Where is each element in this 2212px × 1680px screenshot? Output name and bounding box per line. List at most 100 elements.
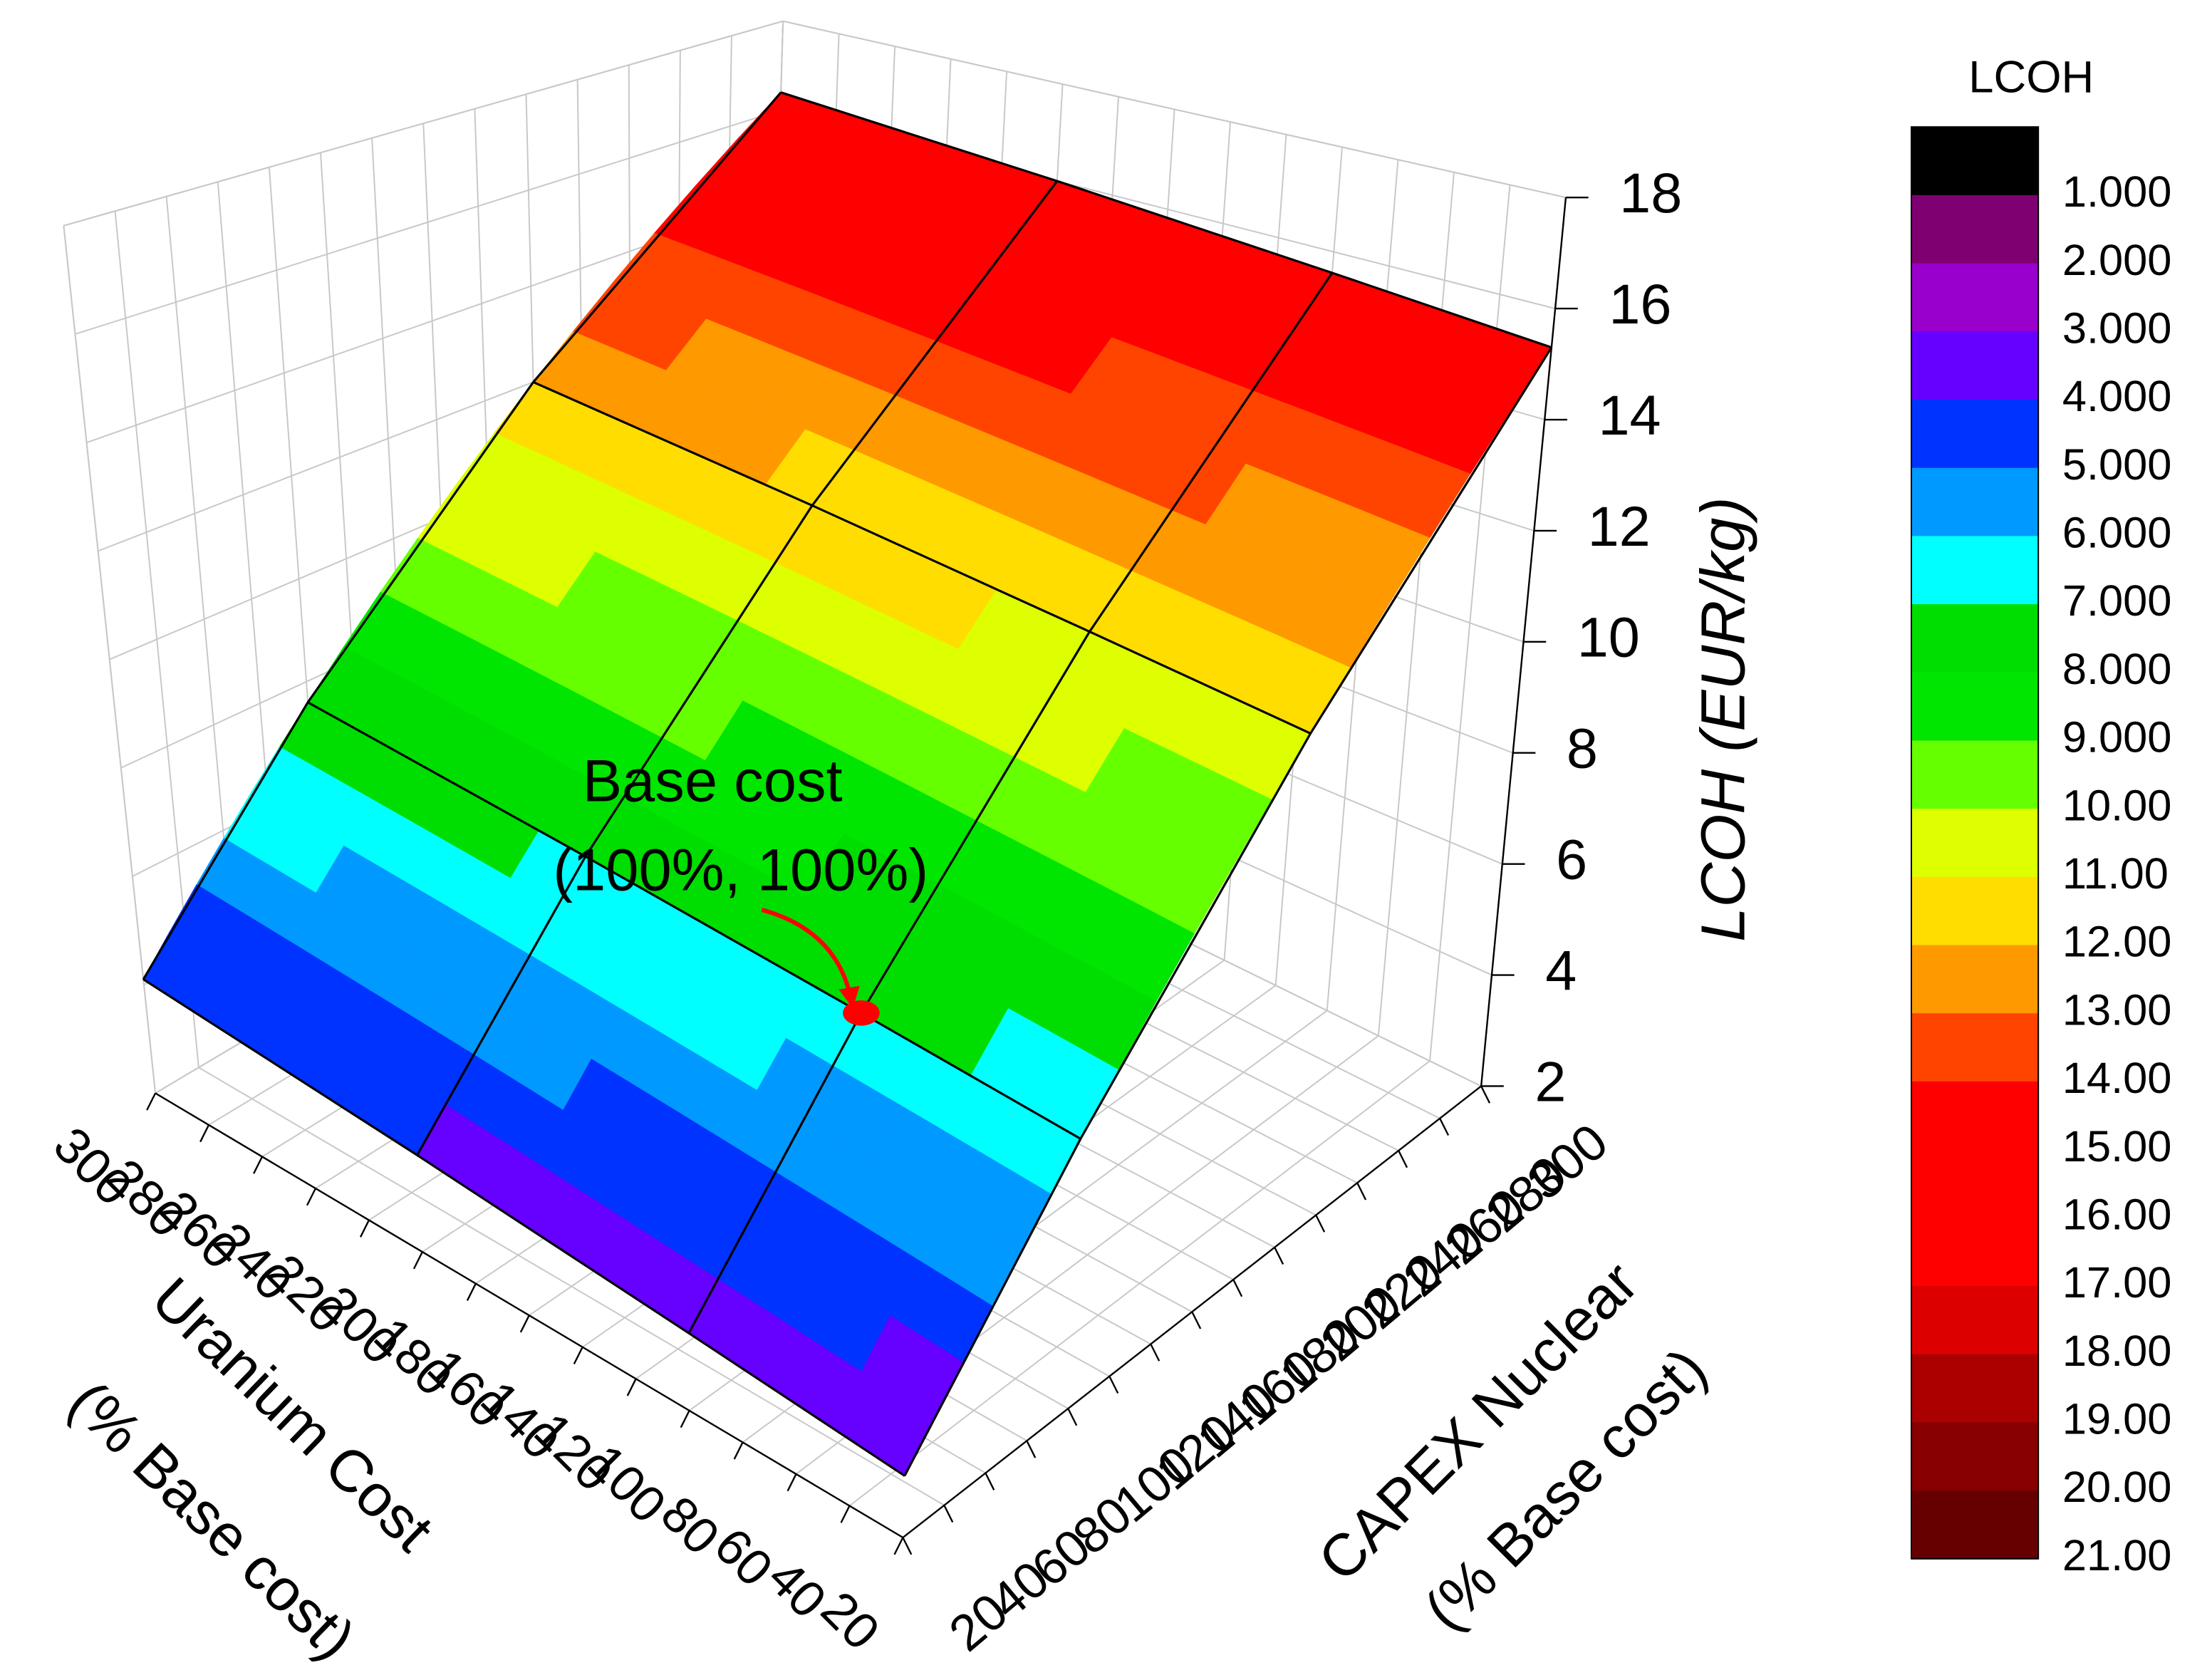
mesh-line xyxy=(780,91,1552,349)
colorbar-label: 18.00 xyxy=(2062,1327,2172,1376)
colorbar-box xyxy=(1911,399,2039,469)
y-tick xyxy=(1108,1376,1119,1394)
colorbar-box xyxy=(1911,1490,2039,1560)
z-tick-label: 18 xyxy=(1619,161,1682,224)
colorbar-box xyxy=(1911,1149,2039,1219)
colorbar-label: 11.00 xyxy=(2062,849,2169,898)
colorbar-label: 14.00 xyxy=(2062,1054,2172,1103)
x-tick xyxy=(573,1347,583,1365)
colorbar-label: 5.000 xyxy=(2062,440,2172,489)
colorbar-label: 9.000 xyxy=(2062,713,2172,762)
colorbar-box xyxy=(1911,945,2039,1015)
y-tick xyxy=(1480,1085,1491,1104)
mesh-line xyxy=(532,380,1312,735)
colorbar-box xyxy=(1911,263,2039,333)
x-tick xyxy=(733,1441,744,1460)
colorbar-box xyxy=(1911,876,2039,946)
z-tick-label: 6 xyxy=(1556,828,1587,891)
mesh-line xyxy=(142,91,782,980)
x-tick xyxy=(786,1473,797,1492)
colorbar-box xyxy=(1911,536,2039,606)
colorbar-label: 19.00 xyxy=(2062,1395,2172,1444)
z-tick-label: 8 xyxy=(1567,717,1598,780)
x-tick xyxy=(306,1188,316,1206)
colorbar-box xyxy=(1911,809,2039,878)
x-tick xyxy=(840,1505,851,1523)
colorbar-box xyxy=(1911,1218,2039,1287)
y-tick xyxy=(1398,1150,1408,1168)
box-edge xyxy=(63,20,784,227)
x-tick xyxy=(519,1315,530,1333)
colorbar-box xyxy=(1911,1285,2039,1355)
z-tick-label: 4 xyxy=(1545,938,1577,1002)
y-tick xyxy=(1150,1343,1160,1362)
box-edge xyxy=(782,20,1567,199)
colorbar-box xyxy=(1911,331,2039,400)
y-tick xyxy=(902,1537,913,1555)
colorbar-box xyxy=(1911,1354,2039,1424)
annotation-line-2: (100%, 100%) xyxy=(553,836,928,903)
y-tick xyxy=(985,1472,995,1490)
z-tick-label: 2 xyxy=(1535,1049,1566,1113)
colorbar-box xyxy=(1911,672,2039,742)
colorbar-label: 20.00 xyxy=(2062,1463,2172,1512)
colorbar-label: 8.000 xyxy=(2062,645,2172,694)
colorbar-label: 10.00 xyxy=(2062,781,2172,830)
x-tick xyxy=(199,1124,210,1143)
z-axis-title: LCOH (EUR/kg) xyxy=(1689,497,1758,942)
colorbar-label: 1.000 xyxy=(2062,167,2172,217)
colorbar-label: 2.000 xyxy=(2062,236,2172,285)
box-edge xyxy=(63,225,157,1094)
colorbar-label: 12.00 xyxy=(2062,918,2172,967)
colorbar-title: LCOH xyxy=(1968,53,2094,103)
colorbar-frame xyxy=(1911,126,2040,1560)
x-tick xyxy=(626,1378,637,1396)
y-tick xyxy=(1315,1214,1326,1233)
colorbar-box xyxy=(1911,1013,2039,1082)
y-tick xyxy=(1356,1182,1367,1201)
x-tick xyxy=(466,1283,477,1301)
colorbar-box xyxy=(1911,604,2039,673)
annotation-line-1: Base cost xyxy=(583,748,843,814)
y-tick xyxy=(1191,1311,1202,1329)
surface xyxy=(142,91,1553,1477)
mesh-line xyxy=(307,701,1081,1140)
y-tick xyxy=(1439,1118,1450,1136)
annotation-point xyxy=(843,1000,880,1026)
colorbar-box xyxy=(1911,195,2039,264)
grid-line xyxy=(198,1067,945,1506)
x-tick xyxy=(893,1537,904,1555)
x-tick xyxy=(359,1220,370,1238)
x-tick xyxy=(146,1092,157,1111)
colorbar-box xyxy=(1911,740,2039,810)
colorbar-box xyxy=(1911,127,2039,196)
y-tick xyxy=(1026,1440,1037,1458)
colorbar-label: 21.00 xyxy=(2062,1531,2172,1580)
mesh-line xyxy=(142,978,905,1477)
z-tick-label: 16 xyxy=(1609,272,1671,336)
x-tick xyxy=(412,1251,423,1270)
colorbar-box xyxy=(1911,467,2039,537)
x-tick xyxy=(253,1156,264,1174)
mesh-line xyxy=(903,346,1553,1477)
y-tick xyxy=(1274,1247,1284,1265)
mesh-line xyxy=(416,180,1059,1156)
colorbar-box xyxy=(1911,1422,2039,1492)
y-tick xyxy=(943,1505,954,1523)
colorbar-label: 4.000 xyxy=(2062,372,2172,421)
z-tick-label: 14 xyxy=(1598,383,1661,447)
colorbar-label: 13.00 xyxy=(2062,985,2172,1035)
mesh-line xyxy=(687,272,1334,1334)
z-tick-label: 12 xyxy=(1588,494,1651,558)
colorbar: 1.000 2.000 3.000 4.000 5.000 6.000 7.000 8.000… xyxy=(1911,126,2172,1580)
z-tick-label: 10 xyxy=(1577,606,1640,669)
annotation-arrow xyxy=(761,908,860,1009)
colorbar-label: 6.000 xyxy=(2062,509,2172,558)
colorbar-label: 17.00 xyxy=(2062,1258,2172,1307)
grid-line xyxy=(75,109,781,335)
y-tick xyxy=(1067,1408,1078,1426)
x-tick xyxy=(680,1410,690,1428)
colorbar-label: 16.00 xyxy=(2062,1190,2172,1239)
y-tick xyxy=(1232,1279,1243,1297)
